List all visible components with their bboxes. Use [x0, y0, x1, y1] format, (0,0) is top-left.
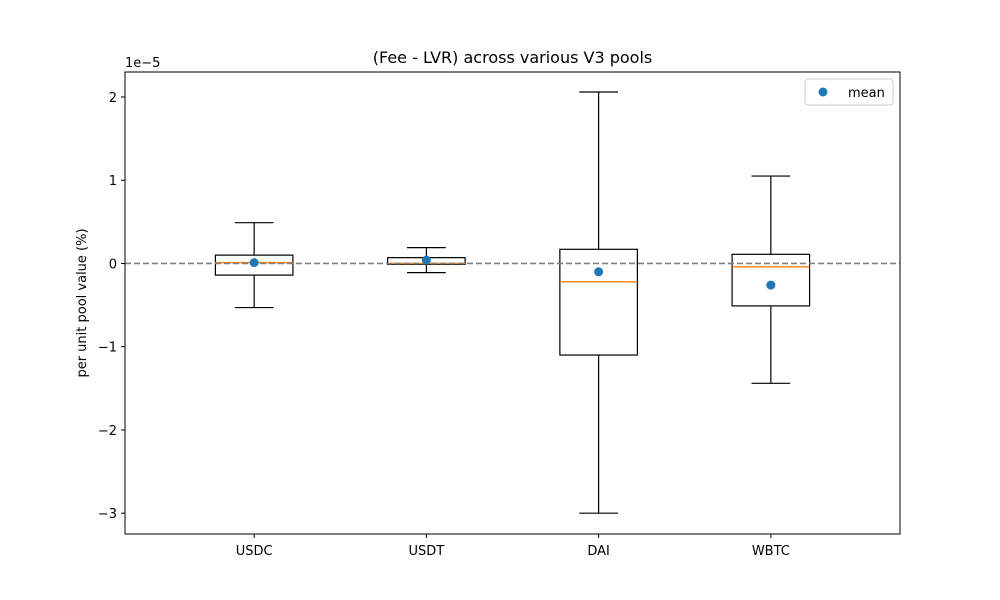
plot-frame — [124, 71, 901, 535]
y-tick-label: 0 — [109, 257, 117, 272]
iqr-box — [559, 248, 638, 356]
x-tick-label-usdc: USDC — [236, 544, 273, 559]
chart-title: (Fee - LVR) across various V3 pools — [373, 48, 653, 67]
plot-area: −3 −2 −1 0 1 2 USDC USDT DAI WBTC — [98, 91, 900, 559]
x-tick-label-wbtc: WBTC — [752, 544, 790, 559]
y-axis-label: per unit pool value (%) — [75, 228, 90, 377]
iqr-box — [731, 253, 811, 307]
y-tick-label: 1 — [109, 174, 117, 189]
y-tick-label: −2 — [98, 424, 117, 439]
y-tick-label: −1 — [98, 341, 117, 356]
mean-point-usdc — [249, 258, 259, 268]
x-tick-label-dai: DAI — [587, 544, 610, 559]
iqr-box — [214, 254, 294, 276]
legend-label-mean: mean — [848, 86, 885, 101]
mean-point-usdt — [421, 255, 431, 265]
y-tick-label: 2 — [109, 91, 117, 106]
mean-point-wbtc — [766, 280, 776, 290]
legend: mean — [804, 78, 894, 106]
box-dai — [559, 91, 638, 514]
box-wbtc — [731, 175, 811, 384]
mean-point-dai — [594, 267, 604, 277]
legend-box — [804, 78, 894, 106]
y-tick-label: −3 — [98, 507, 117, 522]
y-axis-multiplier: 1e−5 — [125, 56, 160, 71]
legend-mean-marker — [818, 87, 828, 97]
x-tick-label-usdt: USDT — [409, 544, 445, 559]
